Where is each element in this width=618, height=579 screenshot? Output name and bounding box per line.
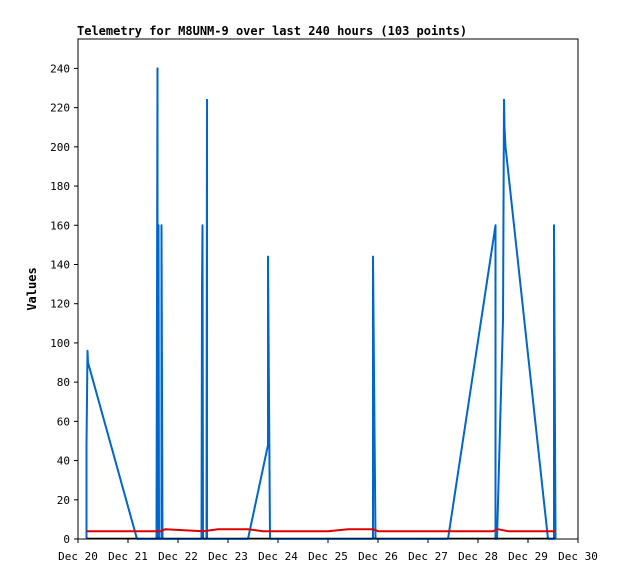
y-tick-label: 200 (50, 141, 70, 154)
x-tick-label: Dec 25 (308, 550, 348, 563)
ticks-layer: 0 20 40 60 80 100 120 140 160 180 200 220 240 Dec 20 D… (50, 62, 598, 563)
series-line-1 (85, 67, 557, 540)
x-tick-label: Dec 23 (208, 550, 248, 563)
x-tick-label: Dec 20 (58, 550, 98, 563)
y-tick-label: 80 (57, 376, 70, 389)
y-tick-label: 240 (50, 62, 70, 75)
chart-title: Telemetry for M8UNM-9 over last 240 hour… (77, 24, 467, 38)
y-tick-label: 20 (57, 494, 70, 507)
x-tick-label: Dec 26 (358, 550, 398, 563)
y-tick-label: 220 (50, 102, 70, 115)
series-layer (85, 67, 557, 540)
y-tick-label: 100 (50, 337, 70, 350)
y-tick-label: 140 (50, 258, 70, 271)
y-tick-label: 180 (50, 180, 70, 193)
y-axis-title: Values (25, 267, 39, 310)
x-tick-label: Dec 30 (558, 550, 598, 563)
x-tick-label: Dec 24 (258, 550, 298, 563)
x-tick-label: Dec 27 (408, 550, 448, 563)
y-tick-label: 40 (57, 455, 70, 468)
x-tick-label: Dec 28 (458, 550, 498, 563)
y-tick-label: 160 (50, 219, 70, 232)
x-tick-label: Dec 29 (508, 550, 548, 563)
y-tick-label: 0 (63, 533, 70, 546)
series-line-2 (86, 528, 556, 533)
x-tick-label: Dec 22 (158, 550, 198, 563)
y-tick-label: 60 (57, 415, 70, 428)
y-tick-label: 120 (50, 298, 70, 311)
x-tick-label: Dec 21 (108, 550, 148, 563)
